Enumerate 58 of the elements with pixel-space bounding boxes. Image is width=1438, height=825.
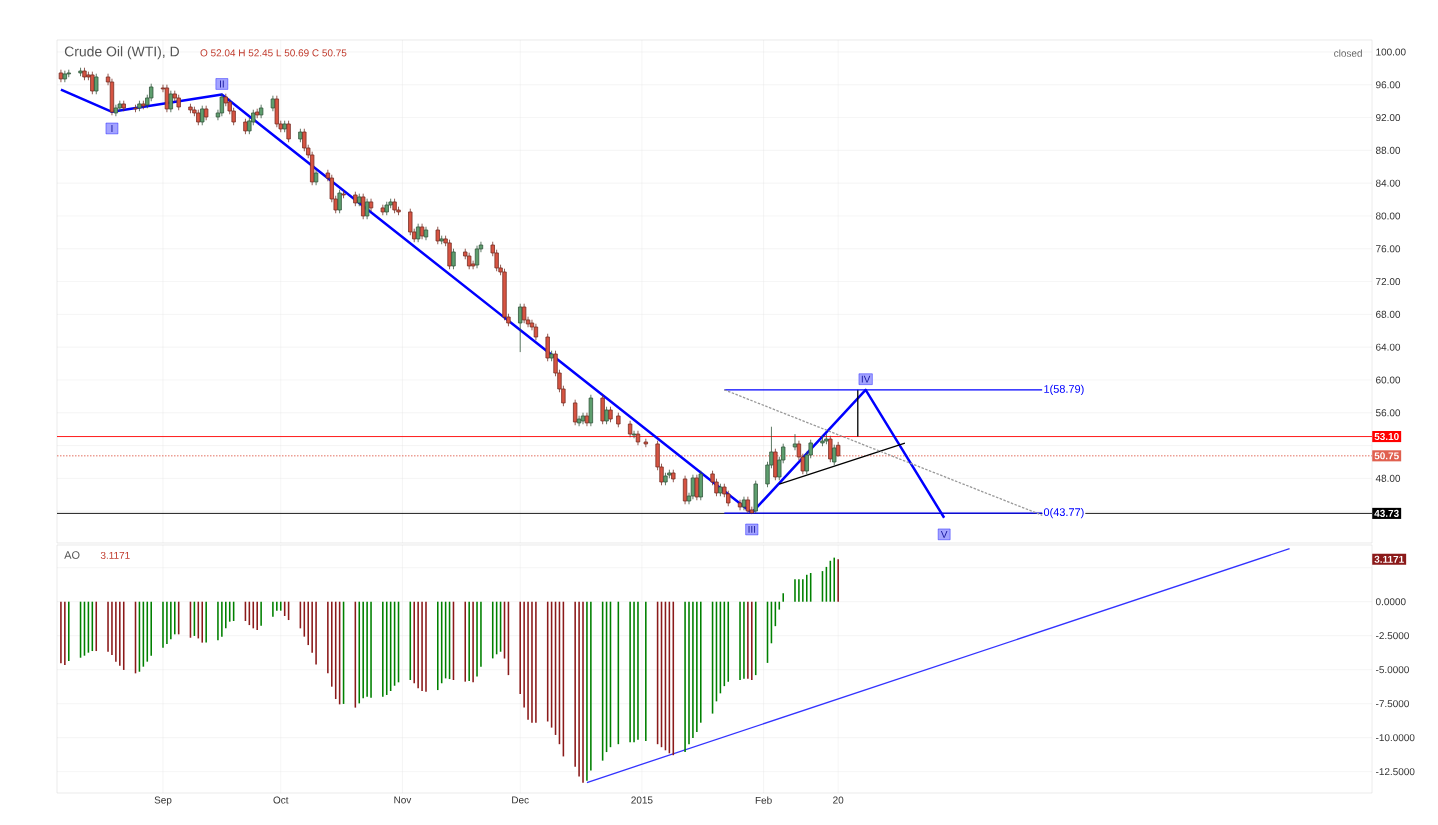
- series-label: 1(58.79): [1044, 384, 1084, 395]
- series-label: 0(43.77): [1043, 507, 1084, 519]
- x-tick-label: Feb: [755, 796, 772, 804]
- y-tick-label: -7.5000: [1375, 700, 1409, 708]
- y-tick-label: -2.5000: [1375, 632, 1409, 640]
- annotation: 3.1171: [1374, 555, 1404, 563]
- candlestick: [361, 193, 366, 220]
- candlestick: [698, 470, 703, 501]
- y-tick-label: 96.00: [1376, 81, 1401, 89]
- y-tick-label: -12.5000: [1375, 768, 1415, 776]
- x-tick-label: 2015: [631, 796, 653, 804]
- annotation: IV: [861, 375, 871, 383]
- y-tick-label: 80.00: [1375, 212, 1401, 220]
- candlestick: [792, 433, 798, 451]
- candlestick: [737, 499, 743, 511]
- y-tick-label: -5.0000: [1375, 666, 1409, 674]
- y-tick-label: 100.00: [1376, 48, 1406, 56]
- candlestick: [518, 303, 523, 353]
- candlestick: [694, 474, 700, 501]
- y-tick-label: 56.00: [1375, 409, 1401, 417]
- ref-line-label: 43.73: [1374, 509, 1399, 517]
- candlestick: [572, 399, 578, 426]
- candlestick: [94, 73, 99, 95]
- x-tick-label: Sep: [154, 796, 172, 806]
- y-tick-label: 88.00: [1375, 146, 1401, 154]
- candlestick: [521, 303, 527, 324]
- annotation: I: [111, 125, 113, 132]
- y-tick-label: -10.0000: [1375, 734, 1415, 742]
- annotation: V: [940, 530, 948, 538]
- x-tick-label: 20: [833, 796, 844, 804]
- text: 3.1171: [100, 551, 130, 559]
- candlestick: [164, 84, 170, 113]
- annotation: closed: [1334, 49, 1362, 57]
- chart-title: AO: [64, 551, 80, 559]
- chart-title: Crude Oil (WTI), D: [64, 46, 179, 60]
- y-tick-label: 60.00: [1376, 376, 1401, 384]
- candlestick: [832, 444, 837, 466]
- candlestick: [474, 245, 480, 269]
- ref-line-label: 53.10: [1374, 433, 1399, 441]
- y-tick-label: 92.00: [1376, 114, 1401, 122]
- x-tick-label: Oct: [273, 796, 289, 804]
- y-tick-label: 72.00: [1376, 278, 1401, 286]
- y-tick-label: 64.00: [1376, 343, 1401, 351]
- candlestick: [451, 248, 456, 270]
- y-tick-label: 84.00: [1375, 179, 1401, 187]
- candlestick: [576, 415, 582, 427]
- ref-line-label: 50.75: [1374, 452, 1399, 460]
- text: O 52.04 H 52.45 L 50.69 C 50.75: [200, 49, 347, 57]
- annotation: II: [220, 80, 224, 88]
- candlestick: [447, 239, 452, 270]
- y-tick-label: 0.0000: [1375, 598, 1406, 606]
- y-tick-label: 48.00: [1375, 474, 1401, 482]
- x-tick-label: Nov: [394, 796, 412, 804]
- annotation: III: [748, 526, 756, 533]
- y-tick-label: 68.00: [1376, 310, 1401, 318]
- y-tick-label: 76.00: [1376, 245, 1401, 253]
- x-tick-label: Dec: [512, 796, 529, 804]
- candlestick: [631, 430, 637, 439]
